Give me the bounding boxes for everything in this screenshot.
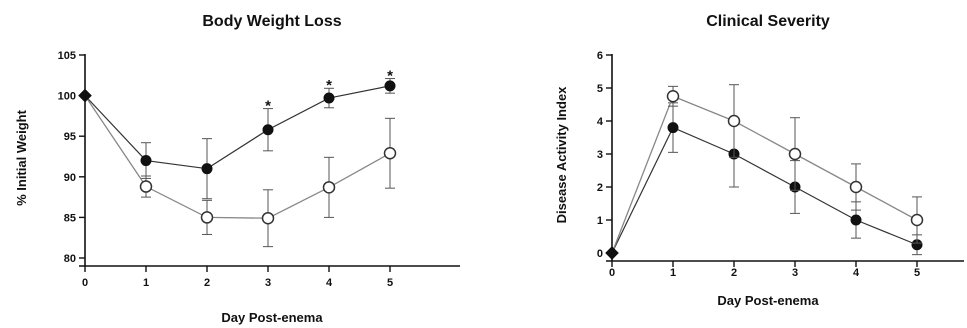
x-tick-label: 4 xyxy=(853,267,860,279)
data-point xyxy=(322,181,336,194)
x-tick-label: 2 xyxy=(204,277,210,289)
data-point xyxy=(849,180,863,194)
data-point xyxy=(667,122,679,134)
y-tick-label: 1 xyxy=(597,215,603,227)
clinical-severity-chart: Clinical Severity Day Post-enema Disease… xyxy=(554,13,964,308)
y-tick-label: 5 xyxy=(597,83,603,95)
y-tick-label: 0 xyxy=(597,248,603,260)
data-point xyxy=(139,180,153,193)
x-tick-label: 5 xyxy=(914,267,920,279)
chart-title: Clinical Severity xyxy=(706,13,830,30)
x-tick-label: 5 xyxy=(387,277,393,289)
data-point xyxy=(140,155,152,167)
data-point xyxy=(200,211,214,224)
y-tick-label: 95 xyxy=(64,131,76,143)
y-tick-label: 90 xyxy=(64,172,76,184)
data-point xyxy=(323,92,335,104)
data-point xyxy=(850,214,862,226)
data-point xyxy=(910,213,924,227)
data-point xyxy=(201,163,213,175)
series-line xyxy=(611,95,918,254)
y-tick-label: 3 xyxy=(597,149,603,161)
data-point xyxy=(78,88,92,103)
data-point xyxy=(788,147,802,161)
x-tick-label: 3 xyxy=(792,267,798,279)
y-axis-label: % Initial Weight xyxy=(14,109,29,205)
x-tick-label: 4 xyxy=(326,277,333,289)
y-tick-label: 4 xyxy=(597,116,604,128)
y-tick-label: 100 xyxy=(58,91,76,103)
series-line xyxy=(84,95,391,219)
y-tick-label: 2 xyxy=(597,182,603,194)
x-tick-label: 2 xyxy=(731,267,737,279)
significance-marker: * xyxy=(326,77,332,94)
data-point xyxy=(727,114,741,128)
y-tick-label: 6 xyxy=(597,50,603,62)
series-line xyxy=(611,126,918,254)
data-point xyxy=(261,211,275,225)
body-weight-chart: Body Weight Loss Day Post-enema % Initia… xyxy=(14,13,460,325)
data-point xyxy=(384,80,396,92)
significance-marker: * xyxy=(265,98,271,115)
data-point xyxy=(383,147,397,160)
data-point xyxy=(666,90,680,103)
y-tick-label: 80 xyxy=(64,253,76,265)
x-tick-label: 0 xyxy=(82,277,88,289)
data-point xyxy=(605,246,619,260)
x-axis-label: Day Post-enema xyxy=(221,310,323,325)
series-line xyxy=(84,85,391,170)
significance-marker: * xyxy=(387,67,393,84)
x-tick-label: 1 xyxy=(143,277,149,289)
x-tick-label: 0 xyxy=(609,267,615,279)
x-tick-label: 1 xyxy=(670,267,676,279)
y-axis-label: Disease Activity Index xyxy=(554,86,569,224)
chart-title: Body Weight Loss xyxy=(202,13,341,30)
y-tick-label: 105 xyxy=(58,50,76,62)
y-tick-label: 85 xyxy=(64,212,76,224)
data-point xyxy=(262,124,274,136)
x-axis-label: Day Post-enema xyxy=(717,293,819,308)
x-tick-label: 3 xyxy=(265,277,271,289)
